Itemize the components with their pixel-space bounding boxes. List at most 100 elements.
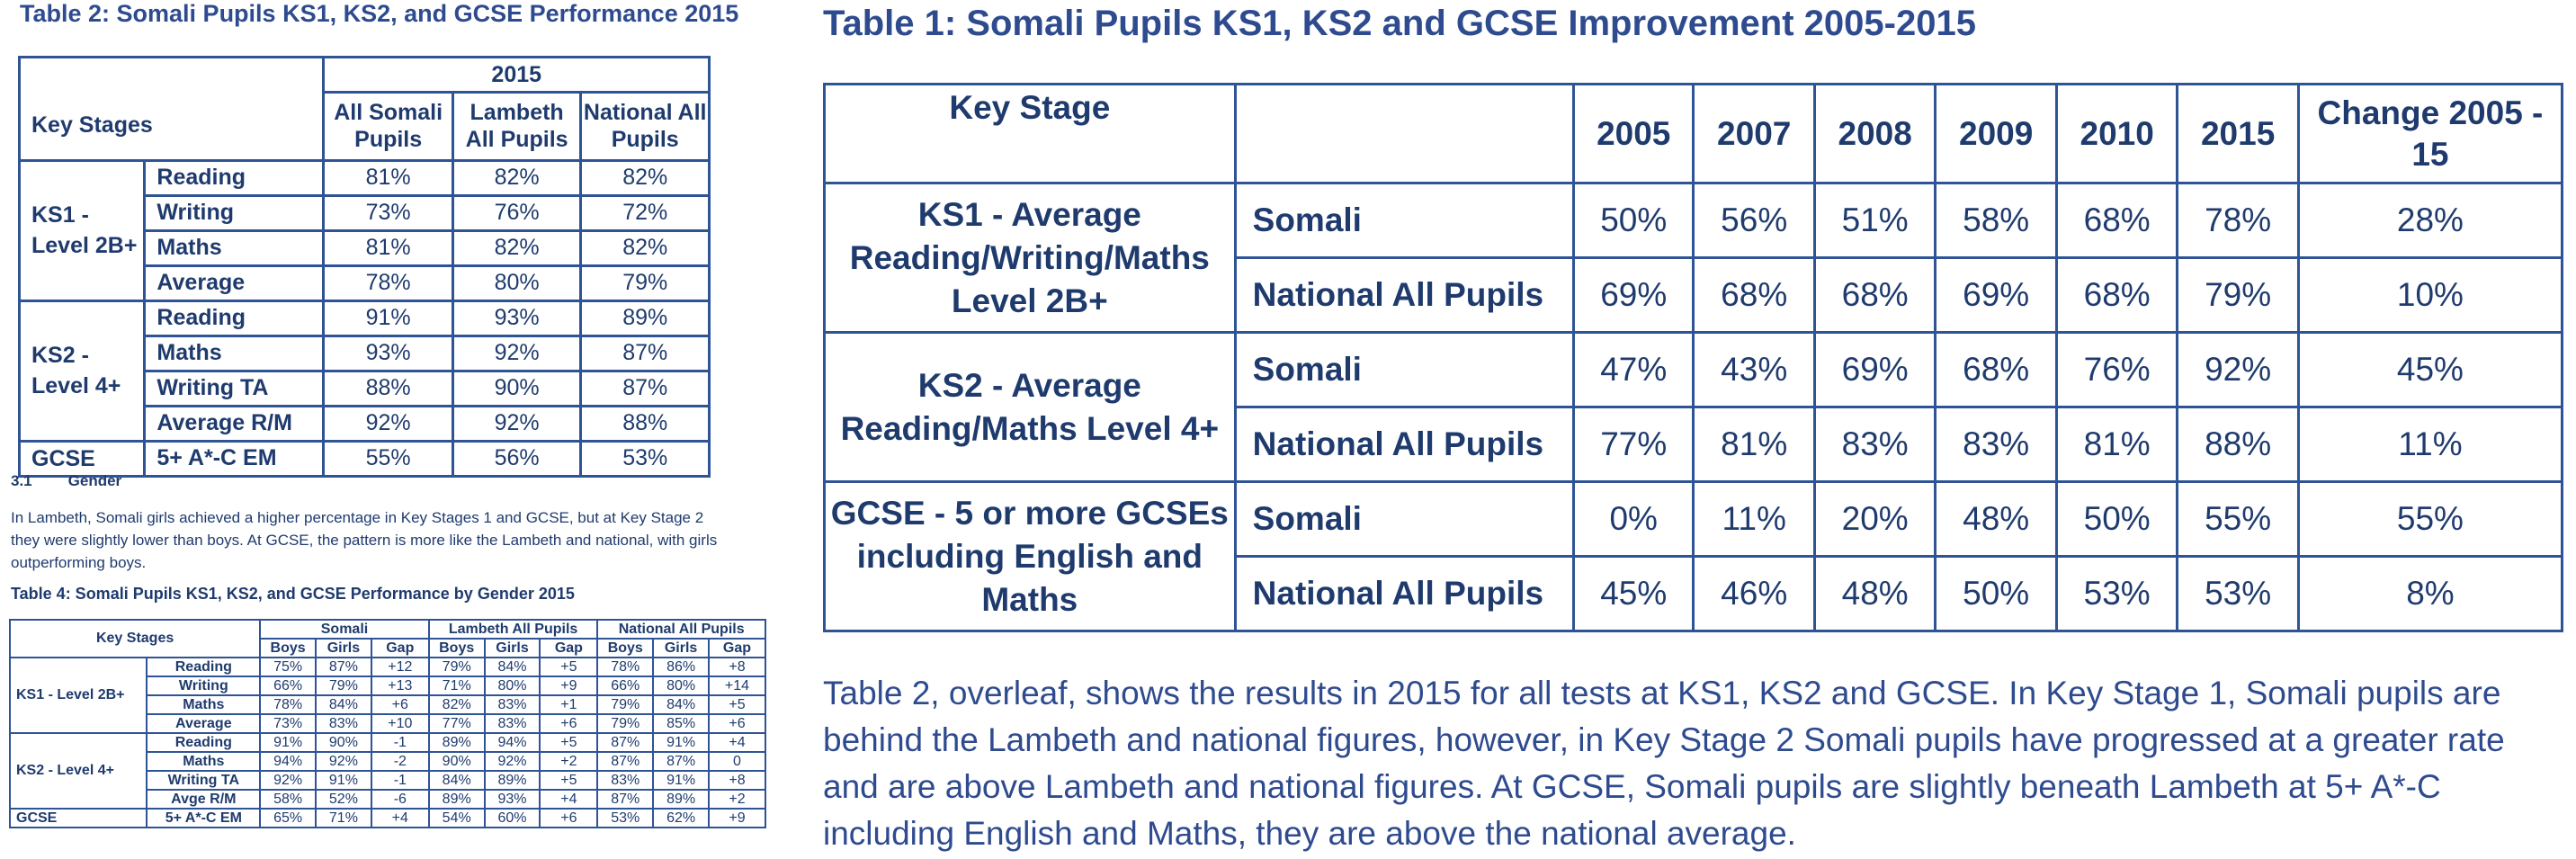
sub-header: Boys — [259, 638, 318, 658]
value-cell: 51% — [1812, 182, 1937, 259]
sub-header: Gap — [707, 638, 767, 658]
value-cell: +14 — [707, 676, 767, 696]
value-cell: 81% — [2054, 406, 2179, 483]
value-cell: 80% — [451, 264, 583, 302]
value-cell: 87% — [315, 657, 372, 677]
change-cell: 10% — [2296, 256, 2564, 334]
row-label: Writing — [143, 193, 326, 232]
value-cell: 87% — [596, 789, 655, 810]
value-cell: +6 — [370, 694, 430, 715]
value-cell: 68% — [1812, 256, 1937, 334]
row-label: Maths — [146, 694, 262, 715]
table-header-row: Boys Girls Gap Boys Girls Gap Boys Girls Gap — [10, 638, 767, 658]
table-row: KS2 - Level 4+ Reading 91% 90% -1 89% 94% +5 87%… — [8, 732, 767, 810]
year-header: 2005 — [1571, 83, 1695, 184]
group-label: KS2 - Level 4+ — [8, 732, 148, 810]
year-header: 2015 — [322, 56, 711, 94]
value-cell: 81% — [322, 158, 454, 197]
value-cell: +2 — [539, 751, 599, 772]
change-cell: 8% — [2296, 555, 2564, 632]
value-cell: 82% — [579, 228, 711, 267]
change-cell: 45% — [2296, 331, 2564, 408]
value-cell: 86% — [652, 657, 710, 677]
value-cell: 92% — [322, 404, 454, 443]
value-cell: 82% — [451, 228, 583, 267]
value-cell: +6 — [539, 713, 599, 734]
value-cell: +1 — [539, 694, 599, 715]
value-cell: 91% — [652, 770, 710, 791]
section-heading: 3.1 Gender — [11, 472, 121, 490]
value-cell: 66% — [596, 676, 655, 696]
value-cell: 58% — [1934, 182, 2058, 259]
row-label: Reading — [146, 657, 262, 677]
value-cell: 83% — [1934, 406, 2058, 483]
value-cell: 93% — [451, 299, 583, 337]
value-cell: 93% — [483, 789, 541, 810]
row-label: Reading — [143, 158, 326, 197]
column-header: Lambeth All Pupils — [451, 91, 583, 162]
value-cell: 92% — [2176, 331, 2300, 408]
value-cell: +5 — [539, 770, 599, 791]
table2: 2015 Key Stages All Somali Pupils Lambeth A… — [17, 56, 711, 478]
value-cell: 53% — [596, 808, 655, 828]
group-header: Somali — [259, 619, 430, 640]
value-cell: 69% — [1571, 256, 1695, 334]
value-cell: 88% — [322, 369, 454, 407]
value-cell: 73% — [322, 193, 454, 232]
value-cell: 92% — [259, 770, 318, 791]
row-label: National All Pupils — [1233, 555, 1576, 632]
table-row: Average 78% 80% 79% — [20, 264, 711, 302]
row-label: 5+ A*-C EM — [143, 439, 326, 478]
value-cell: +13 — [370, 676, 430, 696]
value-cell: -6 — [370, 789, 430, 810]
value-cell: 82% — [427, 694, 486, 715]
table2-title: Table 2: Somali Pupils KS1, KS2, and GCS… — [20, 0, 739, 27]
value-cell: 81% — [1692, 406, 1816, 483]
sub-header: Gap — [370, 638, 430, 658]
value-cell: 68% — [2054, 256, 2179, 334]
value-cell: 83% — [1812, 406, 1937, 483]
value-cell: 71% — [315, 808, 372, 828]
value-cell: 80% — [652, 676, 710, 696]
year-header: 2008 — [1812, 83, 1937, 184]
value-cell: +8 — [707, 770, 767, 791]
value-cell: +4 — [539, 789, 599, 810]
table-header-row: 2015 — [17, 56, 711, 94]
gender-paragraph: In Lambeth, Somali girls achieved a high… — [11, 509, 718, 571]
group-label: GCSE — [8, 808, 148, 828]
row-label: Reading — [143, 299, 326, 337]
table-row: KS1 - Average Reading/Writing/Maths Leve… — [823, 182, 2564, 334]
group-label: KS1 - Level 2B+ — [17, 158, 147, 302]
table-row: GCSE 5+ A*-C EM 65% 71% +4 54% 60% +6 53% 62% +9 — [8, 808, 767, 828]
table-row: Average R/M 92% 92% 88% — [20, 404, 711, 443]
value-cell: 68% — [2054, 182, 2179, 259]
value-cell: 87% — [596, 751, 655, 772]
value-cell: 79% — [596, 694, 655, 715]
value-cell: 83% — [315, 713, 372, 734]
value-cell: 53% — [2054, 555, 2179, 632]
stage-header: Key Stage — [823, 83, 1237, 184]
value-cell: 87% — [596, 732, 655, 753]
value-cell: 78% — [259, 694, 318, 715]
table-row: KS2 - Level 4+ Reading 91% 93% 89% — [17, 299, 711, 443]
value-cell: 45% — [1571, 555, 1695, 632]
table4-title: Table 4: Somali Pupils KS1, KS2, and GCS… — [11, 585, 575, 603]
value-cell: 69% — [1812, 331, 1937, 408]
value-cell: 87% — [652, 751, 710, 772]
row-label: Writing — [146, 676, 262, 696]
value-cell: 77% — [427, 713, 486, 734]
value-cell: 92% — [451, 404, 583, 443]
value-cell: 68% — [1692, 256, 1816, 334]
table4: Key Stages Somali Lambeth All Pupils Nation… — [8, 619, 767, 828]
row-label: Average R/M — [143, 404, 326, 443]
row-label: Average — [143, 264, 326, 302]
value-cell: 78% — [2176, 182, 2300, 259]
value-cell: +12 — [370, 657, 430, 677]
value-cell: +6 — [707, 713, 767, 734]
table-row: GCSE - 5 or more GCSEs including English… — [823, 480, 2564, 632]
value-cell: 92% — [451, 334, 583, 372]
value-cell: 91% — [652, 732, 710, 753]
sub-header: Girls — [652, 638, 710, 658]
value-cell: 89% — [579, 299, 711, 337]
table-header-row: Key Stages All Somali Pupils Lambeth All P… — [17, 91, 711, 162]
